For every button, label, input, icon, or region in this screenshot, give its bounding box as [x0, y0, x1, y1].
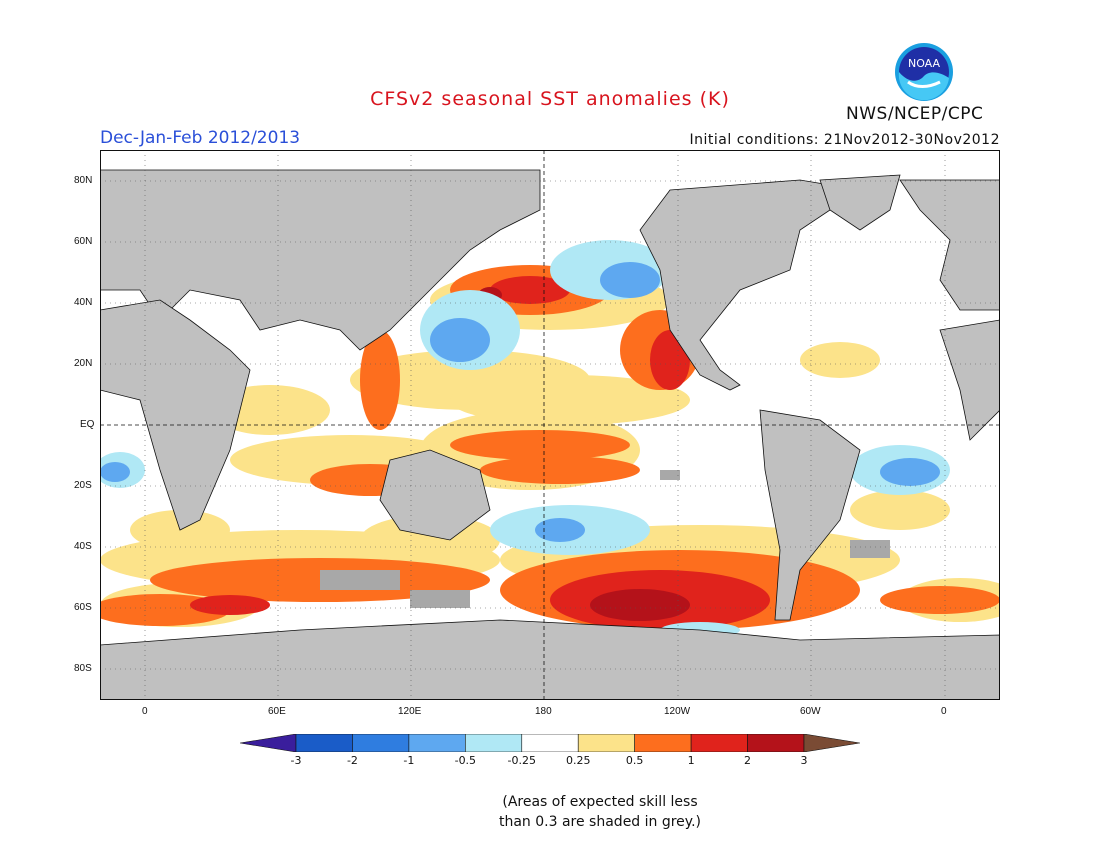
colorbar-tick-label: -2 — [346, 754, 358, 767]
lon-label: 60W — [800, 706, 821, 717]
lat-label: 40S — [74, 541, 92, 552]
colorbar-tick-label: 0.25 — [565, 754, 591, 767]
footnote-line: (Areas of expected skill less — [502, 794, 698, 810]
chart-title: CFSv2 seasonal SST anomalies (K) — [370, 88, 730, 110]
lat-label: 80N — [74, 175, 93, 186]
colorbar-segment — [634, 734, 692, 752]
lat-label: EQ — [80, 419, 95, 430]
colorbar-segment — [352, 734, 410, 752]
colorbar-segment — [465, 734, 523, 752]
skill-footnote: (Areas of expected skill less than 0.3 a… — [470, 792, 730, 832]
colorbar-max-arrow — [803, 734, 860, 752]
colorbar-segment — [690, 734, 748, 752]
lon-label: 60E — [268, 706, 286, 717]
lon-label: 120E — [398, 706, 422, 717]
colorbar-tick-label: -0.5 — [454, 754, 477, 767]
colorbar-tick-label: -0.25 — [507, 754, 536, 767]
lat-label: 20S — [74, 480, 92, 491]
season-label: Dec-Jan-Feb 2012/2013 — [100, 128, 301, 148]
lon-label: 180 — [535, 706, 552, 717]
lat-label: 60S — [74, 602, 92, 613]
equator-and-dateline — [100, 150, 1000, 700]
lon-label: 0 — [941, 706, 947, 717]
lat-label: 20N — [74, 358, 93, 369]
colorbar-tick-label: -3 — [290, 754, 302, 767]
colorbar-segment — [295, 734, 353, 752]
colorbar-tick-label: 0.5 — [625, 754, 644, 767]
colorbar-tick-label: -1 — [403, 754, 415, 767]
colorbar-segment — [521, 734, 579, 752]
lat-label: 80S — [74, 663, 92, 674]
colorbar-min-arrow — [240, 734, 297, 752]
colorbar — [240, 734, 860, 752]
no-skill-grey-layer — [320, 470, 890, 608]
land-layer — [100, 169, 1000, 700]
colorbar-segment — [577, 734, 635, 752]
lon-label: 0 — [142, 706, 148, 717]
sst-anomaly-map — [100, 150, 1000, 700]
colorbar-tick-label: 3 — [800, 754, 808, 767]
lat-label: 60N — [74, 236, 93, 247]
colorbar-tick-label: 1 — [687, 754, 695, 767]
organization-label: NWS/NCEP/CPC — [846, 104, 984, 124]
lon-label: 120W — [664, 706, 691, 717]
logo-text: NOAA — [908, 57, 941, 70]
noaa-logo-icon: NOAA — [894, 42, 954, 102]
colorbar-segment — [747, 734, 805, 752]
initial-conditions-label: Initial conditions: 21Nov2012-30Nov2012 — [689, 132, 1000, 148]
footnote-line: than 0.3 are shaded in grey.) — [498, 814, 701, 830]
anomaly-blue-layer — [100, 262, 940, 542]
lat-label: 40N — [74, 297, 93, 308]
colorbar-tick-label: 2 — [744, 754, 752, 767]
colorbar-segment — [408, 734, 466, 752]
